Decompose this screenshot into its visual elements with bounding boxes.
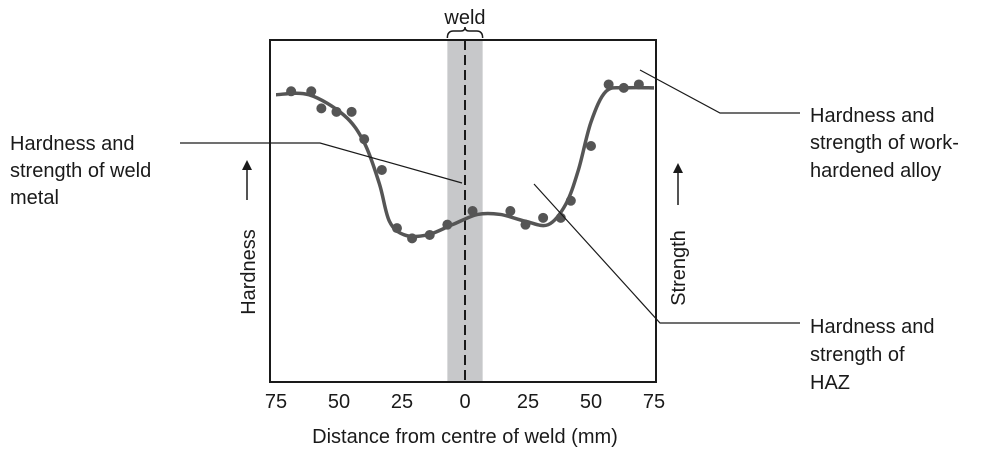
data-point	[467, 206, 478, 216]
x-tick-label: 25	[517, 391, 539, 413]
annotation-haz-line2: strength of	[810, 344, 905, 366]
data-point	[633, 79, 644, 90]
strength-arrow-head	[673, 163, 683, 173]
annotation-haz-line1: Hardness and	[810, 316, 935, 338]
data-point	[376, 164, 387, 175]
x-tick-label: 75	[265, 391, 287, 413]
x-tick-labels: 75 50 25 0 25 50 75	[265, 391, 665, 413]
leader-work-hardened	[639, 69, 800, 114]
data-point	[391, 223, 402, 234]
data-point	[306, 86, 317, 97]
series-layer	[275, 79, 655, 244]
data-point	[520, 219, 531, 230]
weld-label: weld	[443, 7, 485, 29]
annotation-weld-metal-line3: metal	[10, 187, 59, 209]
x-tick-label: 0	[459, 391, 470, 413]
weld-brace	[446, 26, 484, 39]
data-point	[565, 195, 576, 206]
annotation-work-hardened-line1: Hardness and	[810, 105, 935, 127]
data-point	[407, 233, 418, 244]
x-tick-label: 50	[580, 391, 602, 413]
data-point	[442, 219, 453, 230]
data-point	[424, 229, 435, 240]
y-axis-label-hardness: Hardness	[238, 229, 260, 315]
x-tick-label: 75	[643, 391, 665, 413]
leader-weld-metal	[180, 142, 463, 184]
x-tick-label: 50	[328, 391, 350, 413]
data-point	[618, 82, 629, 93]
hardness-arrow-head	[242, 160, 252, 170]
leader-haz	[533, 183, 800, 324]
annotation-work-hardened-line2: strength of work-	[810, 132, 959, 154]
data-point	[538, 212, 549, 223]
data-point	[555, 212, 566, 223]
y-axis-label-strength: Strength	[668, 230, 690, 306]
annotation-work-hardened-line3: hardened alloy	[810, 160, 941, 182]
data-point	[359, 134, 370, 145]
data-point	[586, 141, 596, 152]
data-point	[505, 206, 516, 216]
data-point	[603, 79, 614, 90]
annotation-weld-metal-line2: strength of weld	[10, 160, 151, 182]
data-point	[346, 106, 357, 117]
x-tick-label: 25	[391, 391, 413, 413]
data-point	[286, 86, 297, 97]
plot-frame	[269, 39, 657, 383]
x-axis-label: Distance from centre of weld (mm)	[312, 426, 618, 448]
data-point	[316, 103, 327, 114]
annotation-weld-metal-line1: Hardness and	[10, 133, 135, 155]
data-point	[331, 106, 342, 117]
annotation-haz-line3: HAZ	[810, 372, 850, 394]
